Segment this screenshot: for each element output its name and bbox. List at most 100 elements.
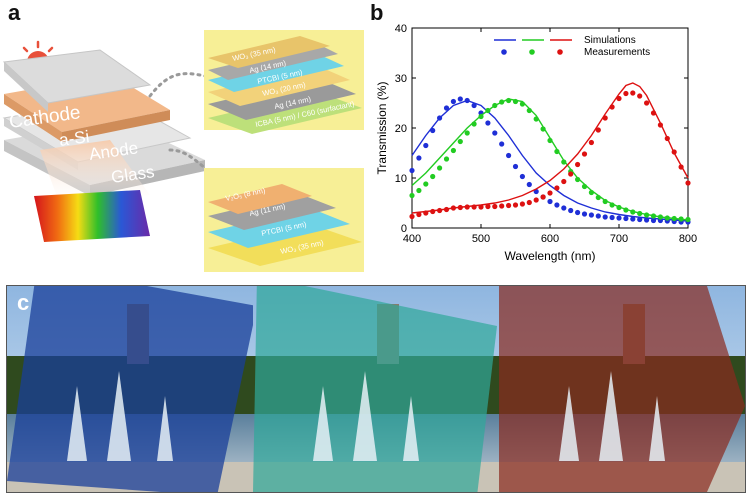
data-point bbox=[575, 161, 581, 168]
x-axis-label: Wavelength (nm) bbox=[505, 249, 596, 263]
y-tick-label: 10 bbox=[395, 173, 407, 185]
data-point bbox=[416, 187, 422, 194]
data-point bbox=[547, 198, 553, 205]
top-layer-stack: ICBA (5 nm) / C60 (surfactant) Ag (14 nm… bbox=[204, 30, 364, 134]
data-point bbox=[457, 96, 463, 102]
x-tick-label: 500 bbox=[472, 233, 490, 245]
data-point bbox=[506, 152, 512, 159]
data-point bbox=[437, 115, 443, 121]
data-point bbox=[409, 213, 415, 220]
data-point bbox=[464, 204, 470, 210]
data-point bbox=[664, 215, 670, 221]
data-point bbox=[540, 126, 546, 132]
legend-entry: Simulations bbox=[584, 35, 636, 46]
data-point bbox=[554, 148, 560, 155]
y-tick-label: 40 bbox=[395, 23, 407, 35]
data-point bbox=[609, 202, 615, 208]
x-tick-label: 700 bbox=[610, 233, 628, 245]
data-point bbox=[547, 137, 553, 144]
data-point bbox=[657, 122, 663, 128]
data-point bbox=[623, 90, 629, 97]
data-point bbox=[637, 210, 643, 217]
data-point bbox=[595, 213, 601, 219]
fountain-photos bbox=[7, 286, 745, 492]
data-point bbox=[637, 93, 643, 99]
data-point bbox=[678, 216, 684, 222]
data-point bbox=[609, 214, 615, 221]
data-point bbox=[512, 202, 519, 208]
data-point bbox=[499, 203, 505, 209]
data-point bbox=[685, 180, 691, 186]
data-point bbox=[526, 181, 532, 188]
data-point bbox=[602, 115, 608, 121]
data-point bbox=[685, 216, 691, 223]
fountain-jets bbox=[67, 371, 665, 461]
data-point bbox=[616, 95, 622, 102]
data-point bbox=[409, 192, 415, 199]
data-point bbox=[512, 163, 519, 170]
spectrum-rainbow bbox=[34, 190, 150, 242]
data-point bbox=[568, 171, 574, 177]
data-point bbox=[471, 204, 477, 210]
data-point bbox=[423, 210, 429, 216]
data-point bbox=[671, 149, 677, 155]
data-point bbox=[595, 194, 601, 201]
data-point bbox=[540, 194, 546, 200]
panel-label-c: c bbox=[17, 290, 30, 315]
panel-label-b: b bbox=[370, 0, 384, 25]
data-point bbox=[430, 127, 436, 134]
data-point bbox=[609, 104, 615, 110]
legend-entry: Measurements bbox=[584, 47, 650, 58]
data-point bbox=[499, 141, 505, 147]
data-point bbox=[644, 212, 650, 218]
data-point bbox=[526, 107, 532, 114]
y-axis-label: Transmission (%) bbox=[375, 82, 389, 175]
data-point bbox=[471, 102, 477, 109]
panel-label-a: a bbox=[8, 0, 21, 25]
data-point bbox=[416, 211, 422, 218]
x-tick-label: 400 bbox=[403, 233, 421, 245]
data-point bbox=[588, 189, 594, 196]
x-tick-label: 600 bbox=[541, 233, 559, 245]
data-point bbox=[575, 209, 581, 216]
data-point bbox=[485, 203, 491, 210]
data-point bbox=[423, 181, 429, 187]
data-point bbox=[623, 215, 629, 222]
data-point bbox=[581, 211, 588, 217]
data-point bbox=[630, 90, 636, 96]
data-point bbox=[450, 147, 456, 154]
data-point bbox=[561, 159, 567, 165]
data-point bbox=[443, 206, 450, 213]
data-point bbox=[506, 97, 512, 104]
photo-strip: c bbox=[6, 285, 746, 493]
data-point bbox=[671, 215, 677, 222]
data-point bbox=[437, 165, 443, 171]
bottom-layer-wo3: WO₃ (35 nm) bbox=[208, 224, 362, 266]
data-point bbox=[485, 107, 491, 114]
data-point bbox=[644, 217, 650, 223]
data-point bbox=[457, 204, 463, 211]
data-point bbox=[457, 138, 463, 145]
data-point bbox=[492, 130, 498, 136]
data-point bbox=[554, 202, 560, 208]
bottom-layer-ptcbi: PTCBI (5 nm) bbox=[208, 208, 350, 248]
x-tick-label: 800 bbox=[679, 233, 697, 245]
absorber-label: a-Si bbox=[58, 127, 91, 150]
data-point bbox=[437, 207, 443, 214]
data-point bbox=[485, 120, 491, 126]
callout-bottom bbox=[168, 148, 207, 170]
data-point bbox=[602, 214, 608, 220]
series-line bbox=[411, 99, 689, 222]
data-point bbox=[595, 127, 601, 133]
legend-box bbox=[490, 32, 660, 60]
data-point bbox=[519, 101, 525, 107]
data-point bbox=[623, 207, 629, 213]
data-point bbox=[650, 213, 657, 219]
light-beam bbox=[40, 140, 150, 205]
series-blue-measurement bbox=[409, 96, 691, 225]
data-point bbox=[630, 209, 636, 215]
data-point bbox=[554, 185, 560, 191]
legend-dot-swatch bbox=[501, 49, 507, 55]
data-point bbox=[443, 105, 450, 111]
y-tick-label: 0 bbox=[401, 223, 407, 235]
